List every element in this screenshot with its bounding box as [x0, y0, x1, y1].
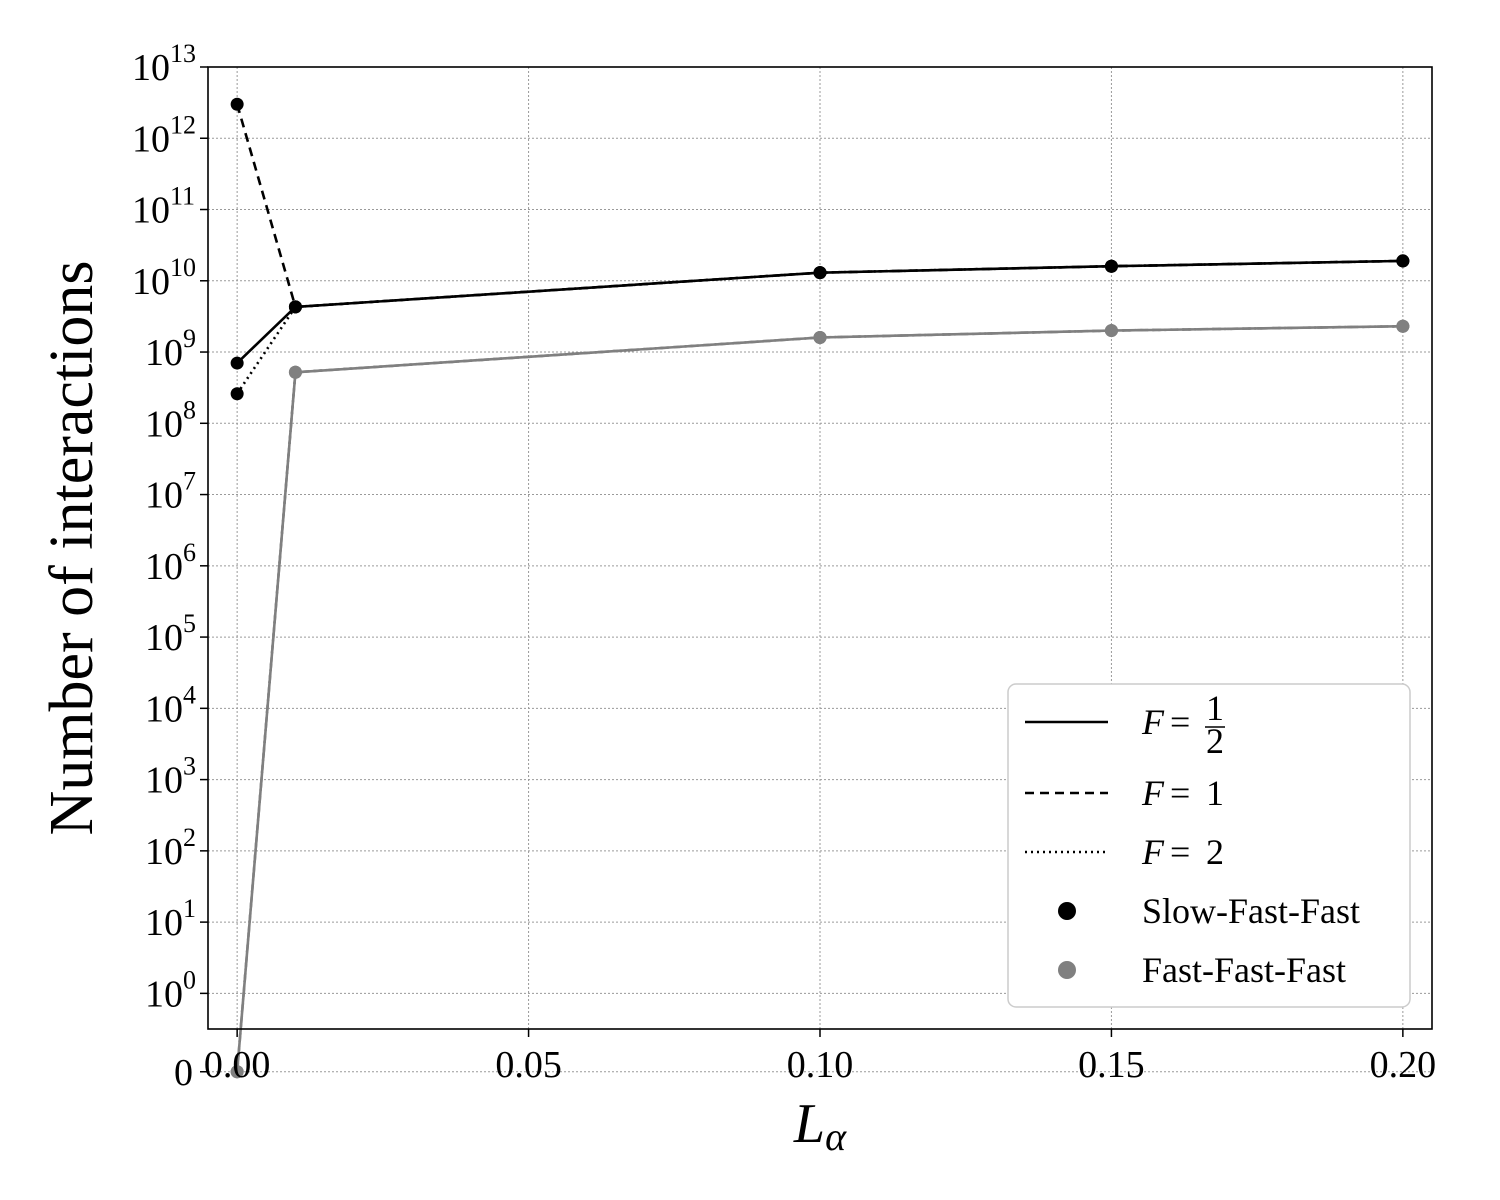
data-point	[230, 387, 244, 401]
data-point	[288, 300, 302, 314]
legend-label: Fast-Fast-Fast	[1142, 950, 1346, 990]
data-point	[813, 330, 827, 344]
data-point	[230, 1065, 244, 1079]
x-axis: 0.00 0.05 0.10 0.15 0.20	[204, 1029, 1436, 1086]
legend-fraction-denominator: 2	[1206, 721, 1224, 761]
legend-box	[1007, 683, 1411, 1008]
data-point	[813, 266, 827, 280]
y-axis: 0 100 101 102 103 104 105 106 107 108 109 1010 1011 1…	[132, 39, 208, 1094]
marker-layer	[230, 97, 1410, 1079]
x-tick-label: 0.15	[1078, 1044, 1145, 1086]
legend-marker	[1058, 961, 1076, 979]
y-tick-label: 103	[145, 752, 196, 802]
y-tick-label: 108	[145, 395, 196, 445]
y-tick-label: 106	[145, 538, 196, 588]
data-point	[1396, 319, 1410, 333]
x-tick-label: 0.10	[787, 1044, 854, 1086]
legend-marker	[1058, 902, 1076, 920]
data-point	[1396, 254, 1410, 268]
series-line	[235, 324, 1403, 1072]
y-tick-label: 100	[145, 965, 196, 1015]
y-axis-title: Number of interactions	[38, 260, 106, 835]
y-tick-label: 1013	[132, 39, 196, 89]
legend-label-eq: =	[1170, 832, 1190, 872]
legend-label-eq: =	[1170, 702, 1190, 742]
legend-label: F	[1141, 702, 1165, 742]
y-tick-label: 0	[174, 1052, 193, 1094]
y-tick-label: 105	[145, 609, 196, 659]
data-point	[288, 365, 302, 379]
y-tick-label: 104	[145, 680, 196, 730]
data-point	[230, 97, 244, 111]
legend-label-value: 1	[1206, 773, 1224, 813]
legend-label-eq: =	[1170, 773, 1190, 813]
y-tick-label: 1011	[132, 182, 195, 232]
legend-label: F	[1141, 832, 1165, 872]
legend-fraction-numerator: 1	[1206, 688, 1224, 728]
y-tick-label: 101	[145, 894, 196, 944]
y-tick-label: 1012	[132, 110, 196, 160]
legend-label-value: 2	[1206, 832, 1224, 872]
legend-label: F	[1141, 773, 1165, 813]
data-point	[1104, 324, 1118, 338]
x-axis-title: Lα	[793, 1093, 847, 1159]
x-tick-label: 0.05	[495, 1044, 562, 1086]
y-tick-label: 107	[145, 467, 196, 517]
data-point	[1104, 259, 1118, 273]
x-tick-label: 0.20	[1370, 1044, 1437, 1086]
x-tick-label: 0.00	[204, 1044, 271, 1086]
y-tick-label: 1010	[132, 253, 196, 303]
data-point	[230, 356, 244, 370]
legend-label: Slow-Fast-Fast	[1142, 891, 1360, 931]
y-tick-label: 102	[145, 823, 196, 873]
y-tick-label: 109	[145, 324, 196, 374]
